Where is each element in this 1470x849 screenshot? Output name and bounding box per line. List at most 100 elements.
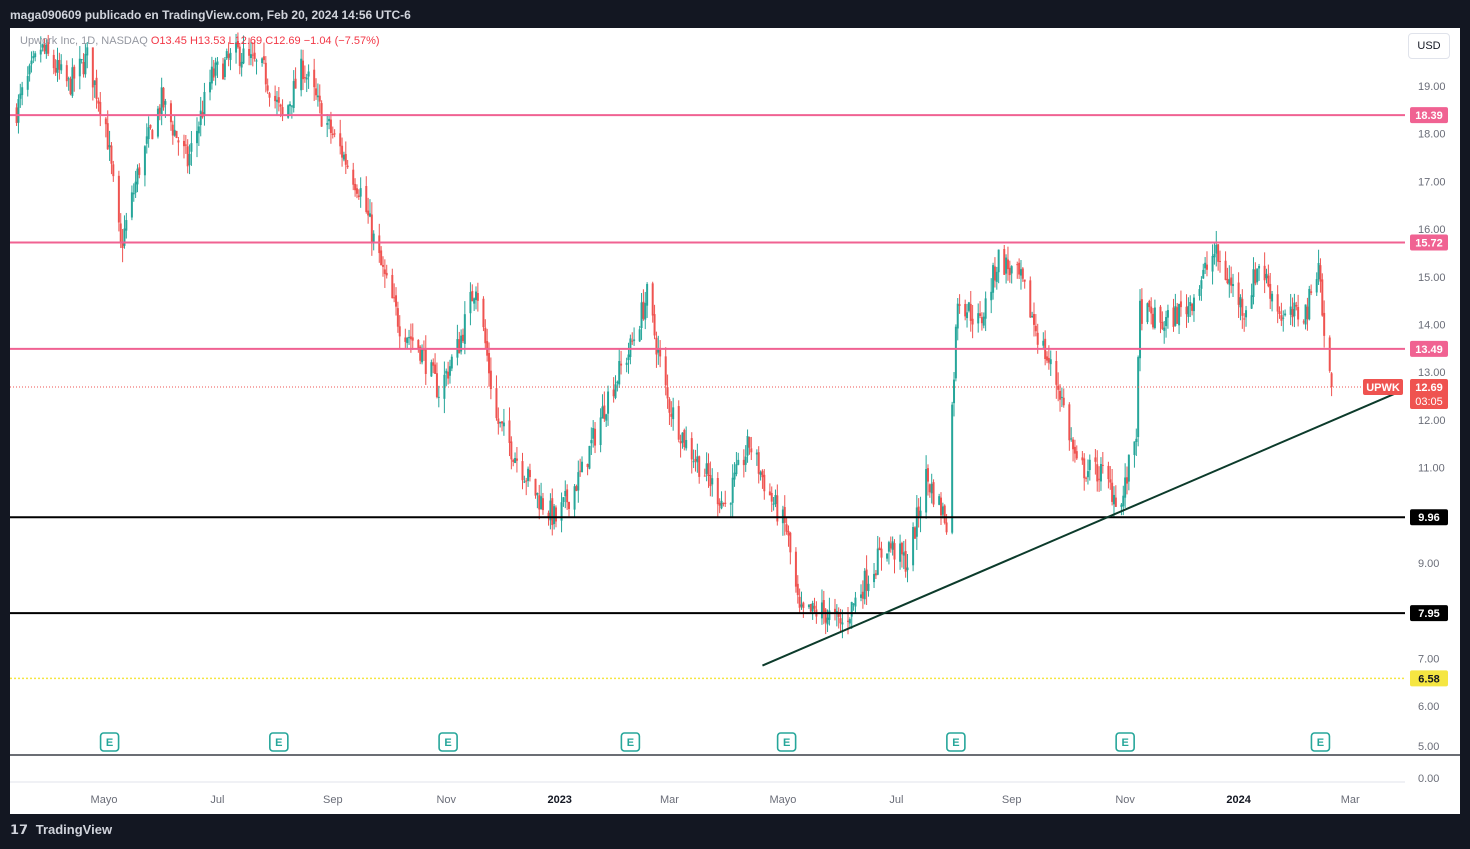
earnings-marker-icon[interactable]: E xyxy=(946,732,966,752)
candle-body xyxy=(515,458,518,461)
earnings-marker-icon[interactable]: E xyxy=(620,732,641,752)
candle-body xyxy=(1276,294,1279,312)
candle-body xyxy=(848,619,851,624)
candle-body xyxy=(1094,457,1097,462)
candle-body xyxy=(893,543,896,560)
symbol-tag-label: UPWK xyxy=(1366,382,1400,394)
candle-body xyxy=(365,186,368,212)
candle-body xyxy=(1085,477,1088,479)
candle-body xyxy=(196,130,198,144)
candle-body xyxy=(370,214,373,243)
candle-body xyxy=(705,463,708,474)
candle-body xyxy=(657,348,660,353)
candle-body xyxy=(97,100,100,104)
candle-body xyxy=(1016,264,1019,266)
candle-body xyxy=(534,478,537,496)
candle-body xyxy=(1258,265,1261,269)
candle-body xyxy=(902,552,905,556)
candle-body xyxy=(1185,306,1188,315)
level-tag-bg xyxy=(1410,107,1448,124)
x-tick-label: Jul xyxy=(210,794,224,806)
earnings-marker-label: E xyxy=(783,737,790,749)
candle-body xyxy=(69,78,72,95)
earnings-marker-icon[interactable]: E xyxy=(1310,732,1331,752)
y-tick-label: 13.00 xyxy=(1418,367,1446,379)
earnings-marker-icon[interactable]: E xyxy=(99,732,120,752)
candle-body xyxy=(1031,315,1034,318)
candle-body xyxy=(71,67,74,96)
candle-body xyxy=(56,60,59,73)
candle-body xyxy=(644,303,647,320)
chart-panel[interactable]: 19.00 18.00 17.00 16.00 15.00 14.00 13.00 12.00… xyxy=(10,28,1460,814)
candle-body xyxy=(757,452,760,474)
x-tick-label: Mar xyxy=(1341,794,1360,806)
candle-body xyxy=(547,512,550,519)
candle-body xyxy=(979,313,982,316)
candle-body xyxy=(1191,303,1194,311)
candle-body xyxy=(1165,317,1168,327)
candle-body xyxy=(951,404,954,533)
candle-body xyxy=(333,133,336,135)
earnings-marker-box xyxy=(1310,732,1331,752)
candle-body xyxy=(171,124,174,136)
earnings-marker-label: E xyxy=(444,737,451,749)
candle-body xyxy=(928,484,931,493)
candle-body xyxy=(1034,325,1037,332)
candle-body xyxy=(966,312,969,319)
candle-body xyxy=(1319,265,1322,282)
candle-body xyxy=(421,348,424,363)
level-tag-label: 15.72 xyxy=(1415,237,1443,249)
candle-body xyxy=(943,505,946,523)
candle-body xyxy=(554,507,557,522)
candle-body xyxy=(672,407,675,420)
candle-body xyxy=(1018,262,1021,275)
candle-body xyxy=(1086,471,1089,478)
candle-body xyxy=(841,622,844,625)
candle-body xyxy=(1200,280,1203,289)
candle-body xyxy=(1075,451,1078,459)
earnings-marker-label: E xyxy=(275,737,282,749)
x-tick-label: Jul xyxy=(889,794,903,806)
candle-body xyxy=(274,95,277,102)
earnings-marker-icon[interactable]: E xyxy=(269,732,289,752)
x-tick-label: 2023 xyxy=(547,794,571,806)
candle-body xyxy=(612,389,615,397)
candle-body xyxy=(331,133,334,135)
earnings-marker-box xyxy=(438,732,458,752)
candle-body xyxy=(833,608,836,613)
candle-body xyxy=(742,459,745,466)
candle-body xyxy=(342,154,345,160)
tradingview-logo-icon: 𝟭𝟳 xyxy=(10,822,29,837)
earnings-marker-icon[interactable]: E xyxy=(438,732,458,752)
candle-body xyxy=(1178,303,1181,326)
candle-body xyxy=(145,136,148,144)
earnings-marker-box xyxy=(269,732,289,752)
candle-body xyxy=(984,298,987,319)
candle-body xyxy=(759,472,762,475)
candle-body xyxy=(1267,275,1270,287)
candle-body xyxy=(357,195,360,198)
candle-body xyxy=(123,228,126,246)
candle-body xyxy=(605,414,608,421)
candle-body xyxy=(162,87,165,108)
candle-body xyxy=(1006,259,1009,270)
earnings-marker-box xyxy=(620,732,641,752)
candle-body xyxy=(1124,477,1127,498)
candle-body xyxy=(925,468,928,513)
candle-body xyxy=(886,553,889,559)
candle-body xyxy=(969,303,972,321)
currency-button[interactable]: USD xyxy=(1408,33,1450,59)
level-tag-label: 6.58 xyxy=(1418,673,1439,685)
candle-body xyxy=(305,77,308,80)
candle-body xyxy=(917,506,920,516)
candle-body xyxy=(222,63,225,80)
price-chart[interactable]: 19.00 18.00 17.00 16.00 15.00 14.00 13.00 12.00… xyxy=(10,28,1460,814)
candle-body xyxy=(638,329,641,342)
earnings-marker-icon[interactable]: E xyxy=(1115,732,1135,752)
candle-body xyxy=(488,352,491,374)
candle-body xyxy=(575,486,578,491)
earnings-marker-icon[interactable]: E xyxy=(776,732,797,752)
candle-body xyxy=(1033,314,1035,325)
x-tick-label: Sep xyxy=(1002,794,1022,806)
candle-body xyxy=(1133,441,1136,455)
